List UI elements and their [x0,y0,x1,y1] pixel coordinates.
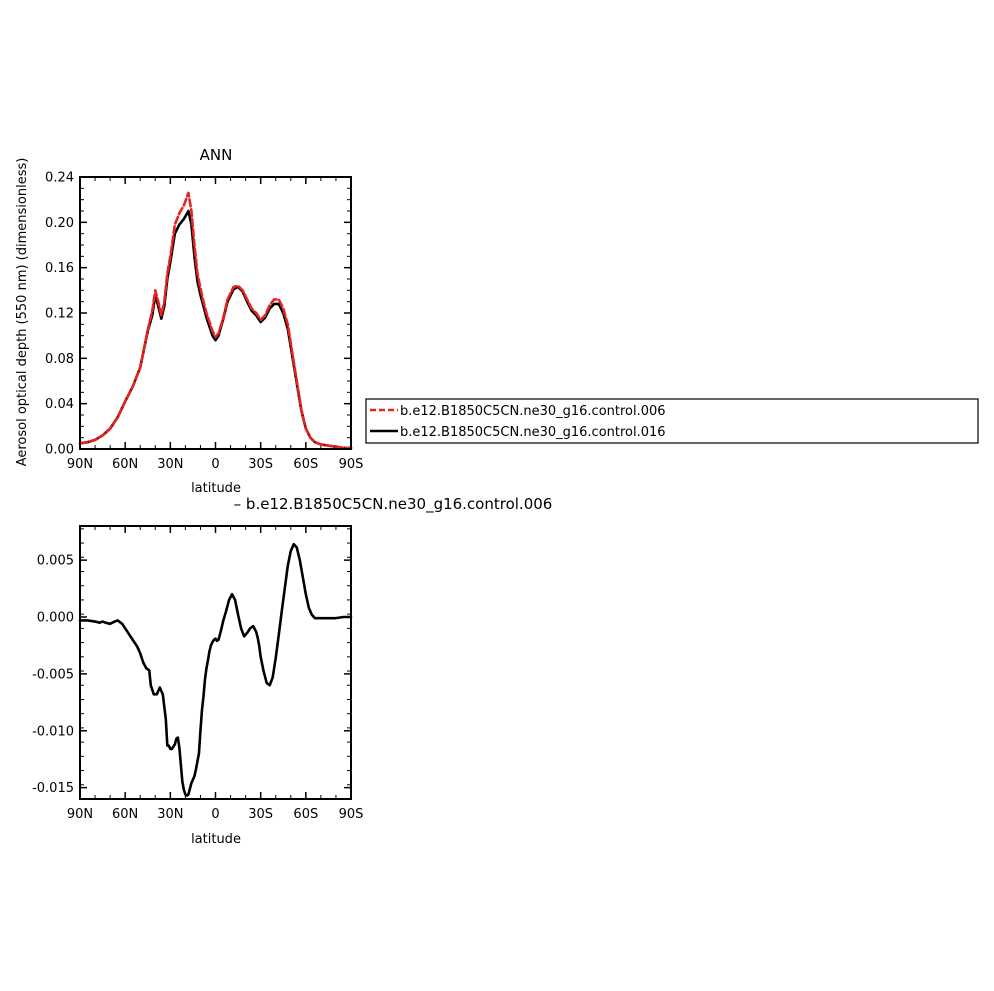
x-tick-label: 90N [67,457,93,472]
y-tick-label: -0.010 [32,724,74,739]
bottom-chart-title: – b.e12.B1850C5CN.ne30_g16.control.006 [234,495,553,514]
x-tick-label: 90N [67,807,93,822]
top-y-axis-title: Aerosol optical depth (550 nm) (dimensio… [15,158,30,467]
top-x-axis-title: latitude [191,481,241,496]
x-tick-label: 30N [157,807,183,822]
x-tick-label: 60N [112,457,138,472]
top-series-lines [78,191,353,450]
legend-label-control-006: b.e12.B1850C5CN.ne30_g16.control.006 [400,404,666,419]
x-tick-label: 90S [339,457,364,472]
x-tick-label: 90S [339,807,364,822]
legend-label-control-016: b.e12.B1850C5CN.ne30_g16.control.016 [400,425,666,440]
y-tick-label: 0.00 [45,443,74,458]
bottom-panel: – b.e12.B1850C5CN.ne30_g16.control.006 l… [32,495,552,847]
x-tick-label: 30S [248,807,273,822]
y-tick-label: 0.04 [45,397,74,412]
series-line-0 [78,191,353,450]
series-line-0 [78,542,353,797]
legend: b.e12.B1850C5CN.ne30_g16.control.006 b.e… [365,398,979,444]
bottom-x-axis-title: latitude [191,832,241,847]
top-plot-frame [79,176,352,450]
bottom-axis-ticks: 90N 60N 30N 0 30S 60S 90S -0.015 -0.010 -0.005 0.0… [32,526,363,822]
x-tick-label: 0 [211,807,219,822]
x-tick-label: 60N [112,807,138,822]
x-tick-label: 30N [157,457,183,472]
y-tick-label: 0.24 [45,171,74,186]
y-tick-label: -0.015 [32,781,74,796]
x-tick-label: 60S [293,457,318,472]
bottom-plot-frame [79,525,352,800]
y-tick-label: 0.20 [45,216,74,231]
y-tick-label: 0.12 [45,307,74,322]
legend-box [365,398,979,444]
y-tick-label: 0.005 [37,554,74,569]
y-tick-label: 0.08 [45,352,74,367]
y-tick-label: -0.005 [32,667,74,682]
top-axis-ticks: 90N 60N 30N 0 30S 60S 90S 0.00 0.04 0.08 0.12 0.16 0… [45,171,363,473]
top-panel: ANN Aerosol optical depth (550 nm) (dime… [15,146,363,496]
x-tick-label: 30S [248,457,273,472]
y-tick-label: 0.000 [37,611,74,626]
top-chart-title: ANN [200,146,233,164]
bottom-series-lines [78,542,353,797]
x-tick-label: 60S [293,807,318,822]
y-tick-label: 0.16 [45,261,74,276]
x-tick-label: 0 [211,457,219,472]
